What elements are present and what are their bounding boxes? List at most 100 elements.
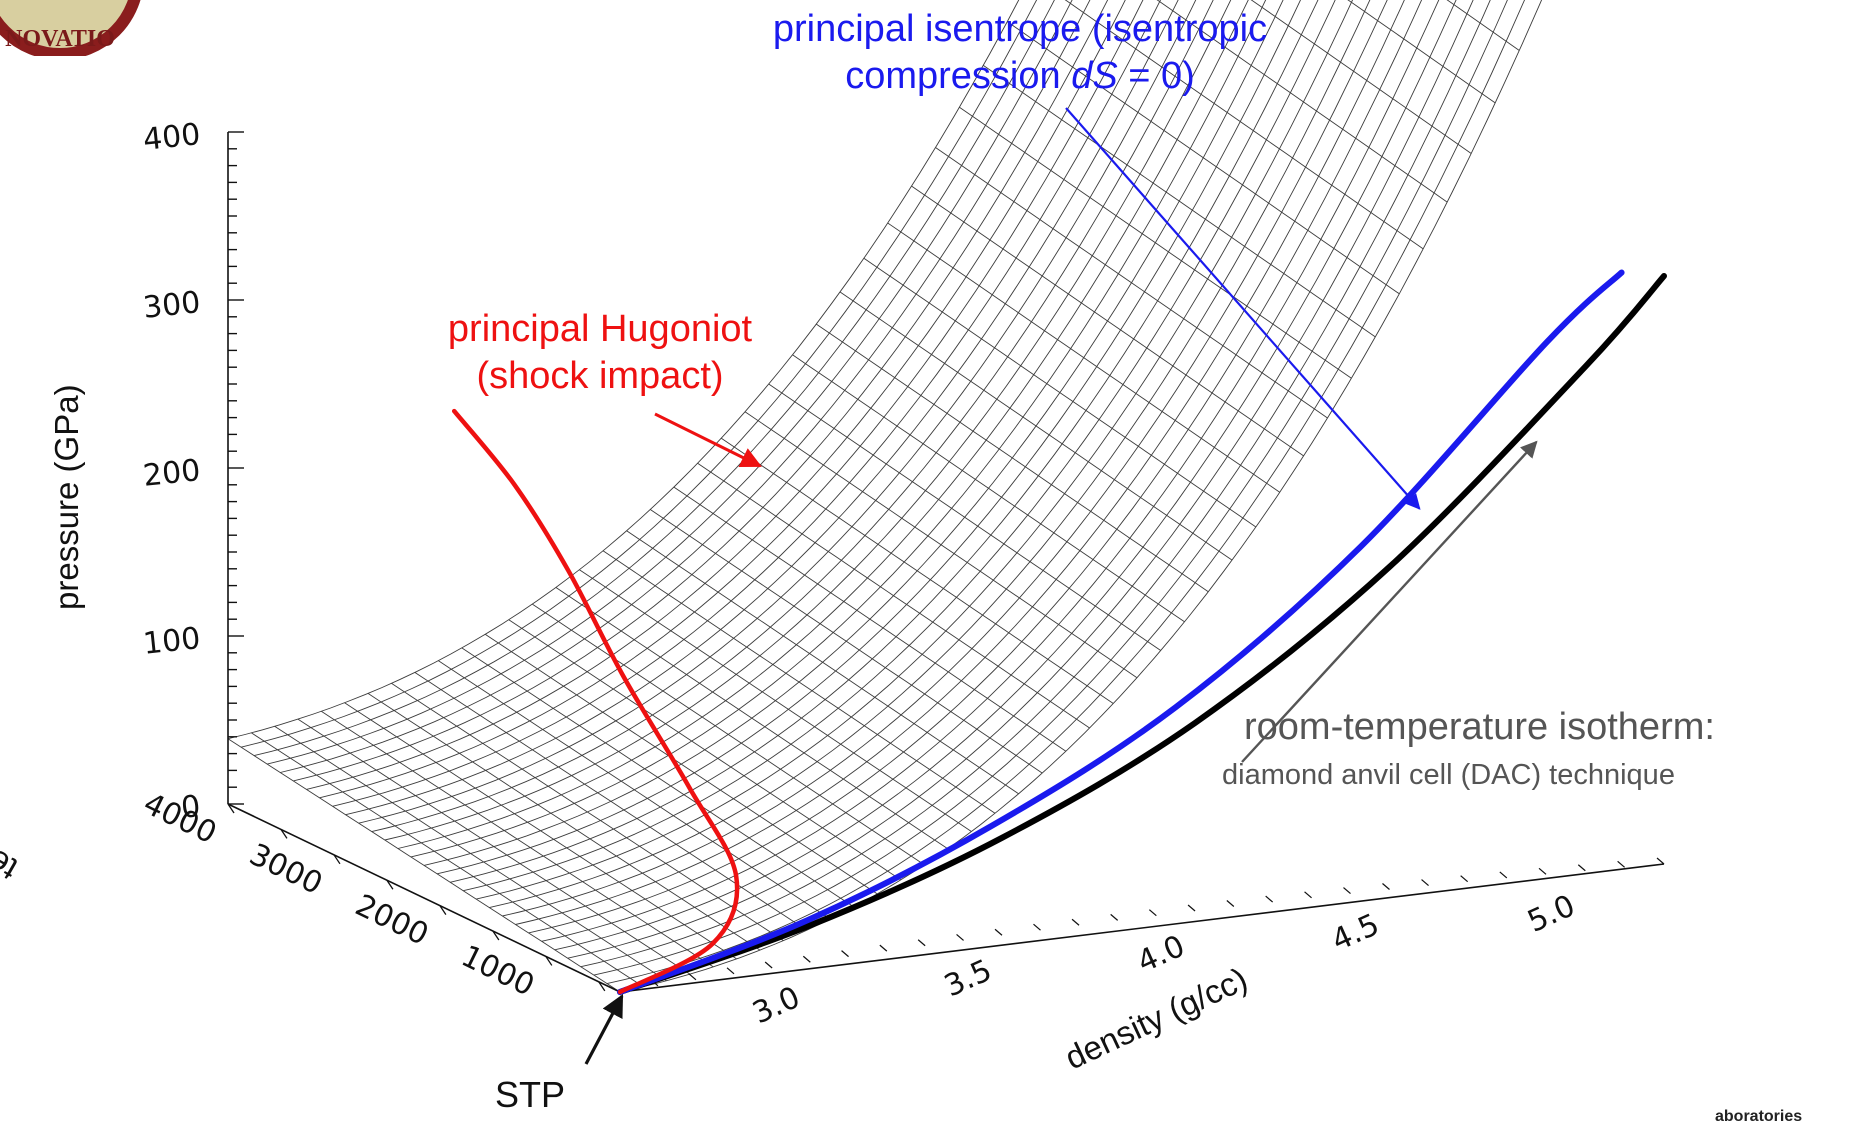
x-tick bbox=[1538, 867, 1547, 875]
hugoniot-label-line1: principal Hugoniot bbox=[447, 308, 753, 350]
hugoniot-annotation: principal Hugoniot (shock impact) bbox=[380, 306, 820, 400]
curves bbox=[451, 269, 1667, 995]
x-axis-title: density (g/cc) bbox=[1059, 960, 1252, 1076]
mesh-density-line bbox=[983, 65, 1376, 338]
isentrope-arrow bbox=[1065, 107, 1421, 510]
mesh-density-line bbox=[887, 222, 1280, 493]
x-tick bbox=[1187, 904, 1196, 912]
x-tick bbox=[1265, 895, 1274, 903]
mesh-density-line bbox=[1064, 0, 1424, 250]
y-tick bbox=[333, 854, 341, 865]
y-tick bbox=[227, 803, 235, 814]
mesh-density-line bbox=[484, 633, 878, 895]
x-tick bbox=[1656, 857, 1665, 865]
z-tick-label: 0 bbox=[179, 789, 202, 826]
mesh-density-line bbox=[768, 383, 1161, 651]
x-tick bbox=[1460, 875, 1469, 883]
mesh-density-line bbox=[579, 569, 972, 832]
y-tick bbox=[439, 905, 447, 915]
logo-text: NOVATIO bbox=[5, 26, 115, 52]
mesh-density-line bbox=[555, 587, 949, 850]
eos-surface-mesh bbox=[227, 0, 1543, 993]
mesh-isotherm-line bbox=[580, 0, 1491, 968]
mesh-density-line bbox=[532, 603, 925, 866]
y-tick-label: 1000 bbox=[456, 939, 540, 1004]
x-tick bbox=[1382, 883, 1390, 890]
mesh-density-line bbox=[602, 550, 996, 814]
mesh-density-line bbox=[816, 323, 1209, 593]
mesh-density-line bbox=[673, 486, 1067, 752]
hugoniot-arrow bbox=[654, 412, 762, 468]
mesh-density-line bbox=[626, 530, 1019, 795]
mesh-density-line bbox=[1446, 0, 1520, 51]
x-axis-line bbox=[619, 863, 1665, 993]
mesh-density-line bbox=[650, 509, 1043, 774]
mesh-isotherm-line bbox=[463, 0, 1336, 892]
mesh-density-line bbox=[697, 462, 1090, 729]
mesh-density-line bbox=[367, 693, 761, 951]
y-tick bbox=[545, 956, 553, 966]
annotation-arrows bbox=[584, 107, 1538, 1065]
mesh-density-line bbox=[959, 106, 1352, 379]
mesh-density-line bbox=[274, 725, 667, 982]
mesh-density-line bbox=[911, 185, 1304, 457]
z-tick-label: 300 bbox=[141, 285, 202, 326]
y-tick bbox=[280, 829, 288, 839]
mesh-density-line bbox=[391, 682, 784, 941]
mesh-density-line bbox=[344, 702, 737, 960]
mesh-isotherm-line bbox=[567, 0, 1474, 959]
isotherm-curve bbox=[617, 273, 1667, 995]
x-tick-label: 3.5 bbox=[939, 953, 997, 1004]
isentrope-label-line1: principal isentrope (isentropic bbox=[772, 8, 1268, 50]
mesh-isotherm-line bbox=[554, 0, 1457, 951]
mesh-density-line bbox=[1347, 0, 1496, 104]
lab-logo: NOVATIO bbox=[0, 0, 141, 56]
x-tick-label: 3.0 bbox=[748, 980, 806, 1031]
isentrope-label-tail: = 0) bbox=[1117, 55, 1195, 97]
mesh-isotherm-line bbox=[593, 0, 1508, 976]
x-tick bbox=[879, 944, 888, 952]
x-tick bbox=[1033, 923, 1041, 931]
x-tick bbox=[956, 933, 964, 941]
mesh-density-line bbox=[744, 411, 1138, 679]
x-tick bbox=[802, 955, 811, 963]
isentrope-label-part1: compression bbox=[845, 55, 1072, 97]
mesh-density-line bbox=[461, 647, 855, 908]
x-tick bbox=[688, 973, 697, 981]
isotherm-annotation-line1: room-temperature isotherm: bbox=[1244, 706, 1715, 748]
isentrope-annotation: principal isentrope (isentropic compress… bbox=[690, 6, 1350, 100]
mesh-density-line bbox=[721, 437, 1114, 704]
footer-text: aboratories bbox=[1715, 1108, 1803, 1125]
mesh-density-line bbox=[227, 738, 621, 993]
stp-annotation: STP bbox=[495, 1074, 566, 1115]
y-axis-title: temperature (K) bbox=[0, 740, 24, 888]
x-tick bbox=[994, 928, 1003, 936]
isentrope-label-line2: compression dS = 0) bbox=[690, 53, 1350, 100]
isotherm-arrow bbox=[1241, 440, 1538, 763]
mesh-density-line bbox=[438, 660, 831, 920]
x-tick bbox=[1110, 913, 1119, 921]
y-tick-label: 3000 bbox=[244, 837, 328, 902]
z-tick-label: 100 bbox=[141, 621, 202, 662]
hugoniot-curve bbox=[451, 408, 740, 995]
isotherm-annotation-line2: diamond anvil cell (DAC) technique bbox=[1222, 759, 1675, 791]
x-tick bbox=[1304, 891, 1312, 899]
mesh-density-line bbox=[863, 257, 1257, 528]
mesh-density-line bbox=[1250, 0, 1472, 154]
y-tick bbox=[386, 879, 394, 890]
mesh-isotherm-line bbox=[358, 0, 1197, 824]
mesh-density-line bbox=[414, 672, 808, 931]
mesh-density-line bbox=[935, 147, 1328, 419]
x-tick bbox=[1148, 909, 1157, 917]
z-axis-title: pressure (GPa) bbox=[48, 384, 85, 610]
y-tick bbox=[598, 981, 606, 992]
x-tick-label: 5.0 bbox=[1523, 888, 1581, 939]
isentrope-label-italic: dS bbox=[1071, 55, 1118, 97]
x-tick bbox=[1617, 860, 1626, 868]
isentrope-curve bbox=[617, 269, 1625, 995]
y-axis-line bbox=[227, 803, 621, 993]
mesh-density-line bbox=[297, 718, 691, 975]
mesh-density-line bbox=[792, 354, 1185, 623]
